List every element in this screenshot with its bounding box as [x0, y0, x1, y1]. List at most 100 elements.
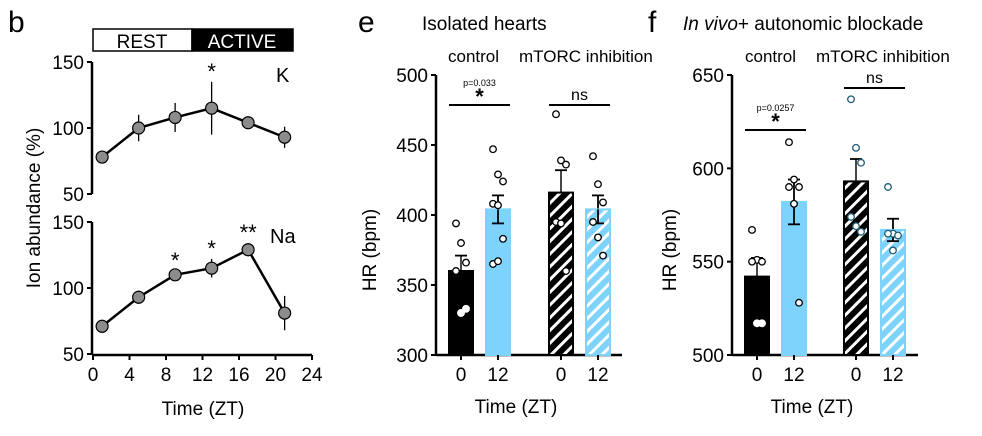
significance-star: * [171, 248, 180, 273]
x-tick-label: 8 [161, 365, 172, 386]
y-tick-label: 350 [396, 276, 428, 297]
individual-point [589, 152, 597, 161]
individual-point [857, 158, 865, 167]
data-point [241, 243, 255, 257]
individual-point [457, 309, 465, 317]
y-tick-label: 100 [52, 119, 84, 140]
x-tick-label: 12 [783, 365, 804, 386]
individual-point [499, 177, 507, 186]
individual-point [758, 319, 766, 328]
x-tick-label: 0 [851, 365, 862, 386]
individual-point [894, 231, 902, 240]
title-rest: + autonomic blockade [738, 14, 923, 35]
panel-e-plot: 300 350 400 450 500 0 12 0 12 *p=0.033 ns [396, 66, 622, 386]
individual-point [790, 199, 798, 208]
ion-label-na: Na [270, 226, 296, 248]
individual-point [594, 233, 602, 242]
y-tick-label: 600 [692, 159, 724, 180]
x-tick-label: 12 [882, 365, 903, 386]
individual-point [562, 267, 570, 275]
individual-point [462, 258, 470, 267]
data-point [132, 290, 146, 304]
y-tick-label: 50 [63, 345, 84, 366]
individual-point [748, 257, 756, 266]
group-label-mtorc: mTORC inhibition [816, 47, 950, 66]
subplot-k: 50 100 150 K * [52, 53, 292, 206]
x-tick-label: 12 [587, 365, 608, 386]
x-tick-label: 16 [228, 365, 249, 386]
y-tick-label: 300 [396, 346, 428, 367]
significance-star: * [207, 59, 216, 84]
panel-letter-b: b [8, 6, 25, 39]
rest-active-bar: REST ACTIVE [92, 28, 294, 53]
group-label-control: control [448, 47, 499, 66]
x-tick-label: 24 [301, 365, 323, 386]
y-tick-label: 100 [52, 279, 84, 300]
y-axis-title: HR (bpm) [360, 209, 381, 291]
data-point [168, 268, 182, 282]
x-tick-label: 4 [124, 365, 135, 386]
y-tick-label: 650 [692, 66, 724, 87]
individual-point [599, 198, 607, 207]
bar-mtorc-inhibition-zt0 [843, 180, 869, 356]
x-axis-title: Time (ZT) [475, 397, 558, 418]
individual-point [847, 95, 855, 104]
data-point [95, 319, 109, 333]
data-point [205, 101, 219, 115]
ion-label-k: K [276, 65, 290, 87]
individual-point [494, 170, 502, 179]
panel-f-bar-chart: In vivo+ autonomic blockade control mTOR… [660, 14, 950, 418]
bar-control-zt0 [744, 275, 770, 357]
ns-label: ns [866, 70, 883, 87]
ns-label: ns [571, 87, 588, 104]
panel-e-title: Isolated hearts [422, 14, 547, 35]
individual-point [589, 218, 597, 226]
individual-point [494, 201, 502, 210]
active-box [191, 28, 294, 52]
data-point [278, 130, 292, 144]
x-axis-title: Time (ZT) [162, 399, 245, 420]
data-point [241, 116, 255, 130]
x-tick-label: 0 [752, 365, 763, 386]
x-tick-label: 0 [556, 365, 567, 386]
y-tick-label: 500 [692, 346, 724, 367]
p-value: p=0.033 [463, 78, 496, 88]
individual-point [795, 298, 803, 307]
individual-point [594, 180, 602, 189]
individual-point [889, 246, 897, 255]
individual-point [795, 183, 803, 191]
y-tick-label: 550 [692, 253, 724, 274]
series-line-k [101, 106, 286, 159]
individual-point [790, 175, 798, 184]
data-point [132, 121, 146, 135]
individual-point [452, 267, 460, 275]
y-tick-label: 500 [396, 66, 428, 87]
significance-star: ** [240, 220, 258, 245]
panel-e-bar-chart: Isolated hearts control mTORC inhibition… [360, 14, 653, 418]
individual-point [847, 212, 855, 221]
individual-point [494, 257, 502, 266]
individual-point [452, 219, 460, 228]
individual-point [785, 183, 793, 191]
individual-point [857, 227, 865, 236]
y-axis-title: Ion abundance (%) [24, 128, 45, 289]
individual-point [748, 225, 756, 234]
rest-label: REST [117, 32, 168, 53]
significance-star: * [771, 109, 780, 134]
group-label-mtorc: mTORC inhibition [519, 47, 653, 66]
bar-mtorc-inhibition-zt0 [548, 191, 574, 356]
active-label: ACTIVE [208, 32, 277, 53]
x-tick-label: 0 [456, 365, 467, 386]
individual-point [562, 160, 570, 169]
y-tick-label: 450 [396, 136, 428, 157]
panel-letter-e: e [358, 6, 375, 39]
x-tick-label: 0 [88, 365, 99, 386]
individual-point [884, 183, 892, 191]
y-axis-title: HR (bpm) [660, 209, 681, 291]
individual-point [852, 143, 860, 152]
series-line-na [101, 248, 286, 328]
data-point [205, 261, 219, 275]
y-tick-label: 150 [52, 213, 84, 234]
y-tick-label: 150 [52, 53, 84, 74]
